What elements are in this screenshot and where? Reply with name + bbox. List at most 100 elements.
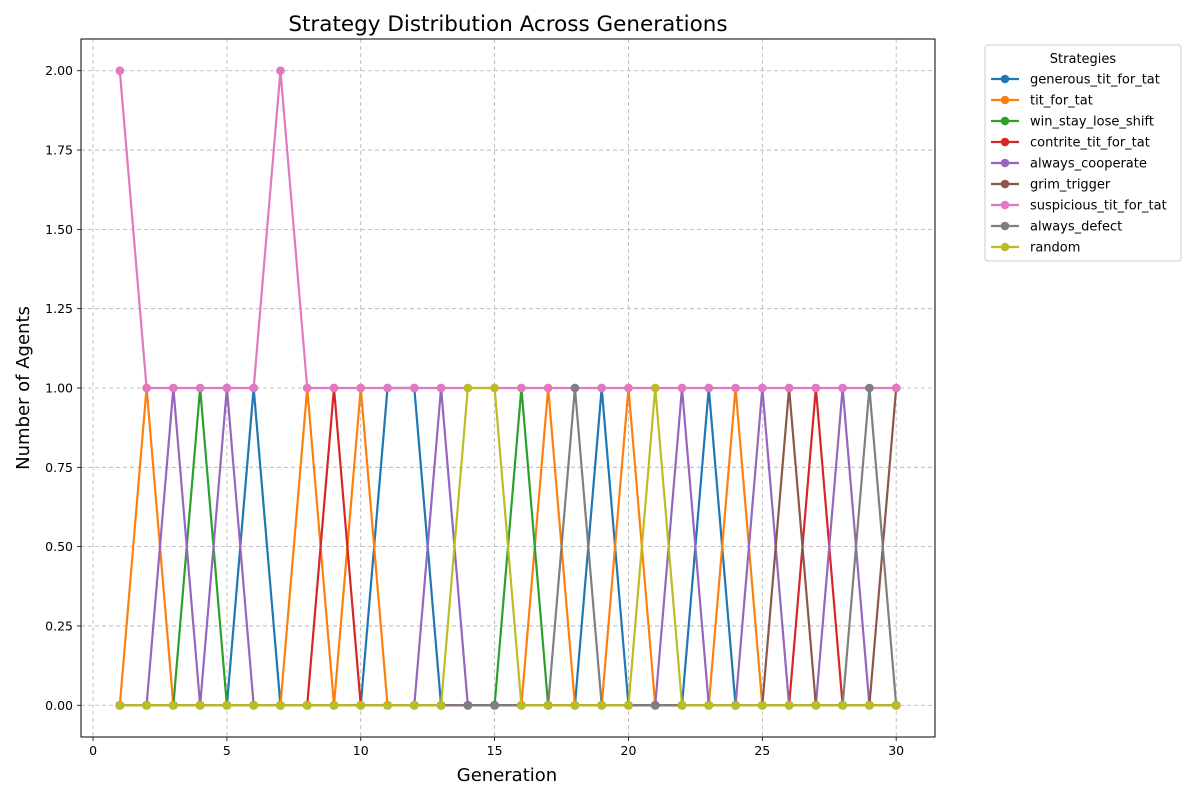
data-point <box>222 700 232 710</box>
data-point <box>570 383 580 393</box>
data-point <box>195 700 205 710</box>
data-point <box>597 700 606 710</box>
legend-swatch-marker <box>1000 179 1010 189</box>
legend-item: always_cooperate <box>991 157 1147 172</box>
data-point <box>169 383 178 393</box>
legend-swatch-marker <box>1000 200 1010 210</box>
data-point <box>758 700 767 710</box>
data-point <box>891 700 901 710</box>
legend-label: always_cooperate <box>1030 157 1147 172</box>
legend-swatch-marker <box>1000 116 1010 126</box>
x-tick-label: 10 <box>353 743 369 758</box>
data-point <box>383 383 392 393</box>
y-tick-label: 2.00 <box>45 63 73 78</box>
data-point <box>329 383 339 393</box>
legend-label: tit_for_tat <box>1030 94 1093 109</box>
legend-swatch-marker <box>1000 242 1010 252</box>
data-point <box>249 383 258 393</box>
axis-ticks: 0 5 10 15 20 25 30 0.00 0.25 0.50 0.75 1.00 1.25 1.50… <box>45 63 904 758</box>
data-point <box>704 383 714 393</box>
legend-swatch-marker <box>1000 74 1010 84</box>
legend-label: random <box>1030 241 1080 256</box>
legend: Strategies generous_tit_for_tat tit_for_t… <box>984 44 1182 262</box>
data-point <box>195 383 205 393</box>
legend-label: grim_trigger <box>1030 178 1111 193</box>
x-tick-label: 5 <box>223 743 231 758</box>
legend-item: random <box>991 241 1080 256</box>
data-point <box>329 700 339 710</box>
data-point <box>517 700 526 710</box>
x-tick-label: 20 <box>621 743 637 758</box>
data-point <box>276 66 285 76</box>
data-point <box>838 383 847 393</box>
data-point <box>356 383 366 393</box>
legend-label: contrite_tit_for_tat <box>1030 136 1150 151</box>
data-point <box>838 700 847 710</box>
data-point <box>169 700 178 710</box>
data-point <box>463 383 473 393</box>
legend-item: suspicious_tit_for_tat <box>991 199 1167 214</box>
data-point <box>356 700 366 710</box>
x-tick-label: 0 <box>89 743 97 758</box>
data-point <box>784 700 794 710</box>
data-point <box>115 700 125 710</box>
y-tick-label: 1.00 <box>45 381 73 396</box>
data-point <box>731 383 740 393</box>
y-tick-label: 1.75 <box>45 143 73 158</box>
legend-item: generous_tit_for_tat <box>991 73 1160 88</box>
data-point <box>115 66 125 76</box>
legend-label: suspicious_tit_for_tat <box>1030 199 1167 214</box>
data-point <box>517 383 526 393</box>
data-point <box>276 700 285 710</box>
data-point <box>570 700 580 710</box>
legend-swatch-marker <box>1000 137 1010 147</box>
data-point <box>463 700 473 710</box>
data-point <box>302 383 312 393</box>
x-tick-label: 30 <box>888 743 904 758</box>
legend-swatch-marker <box>1000 158 1010 168</box>
legend-label: win_stay_lose_shift <box>1030 115 1154 130</box>
y-tick-label: 0.00 <box>45 698 73 713</box>
data-point <box>543 383 553 393</box>
data-point <box>543 700 553 710</box>
legend-item: grim_trigger <box>991 178 1111 193</box>
data-point <box>490 700 499 710</box>
y-tick-label: 1.50 <box>45 222 73 237</box>
data-point <box>650 383 660 393</box>
y-tick-label: 0.25 <box>45 618 73 633</box>
data-point <box>410 700 419 710</box>
data-point <box>249 700 258 710</box>
y-tick-label: 0.75 <box>45 460 73 475</box>
series-layer <box>115 66 901 710</box>
data-point <box>597 383 606 393</box>
data-point <box>891 383 901 393</box>
y-tick-label: 0.50 <box>45 539 73 554</box>
data-point <box>490 383 499 393</box>
legend-swatch-marker <box>1000 95 1010 105</box>
data-point <box>704 700 714 710</box>
data-point <box>677 700 687 710</box>
data-point <box>222 383 232 393</box>
data-point <box>811 383 821 393</box>
data-point <box>142 383 151 393</box>
series-line <box>118 69 897 390</box>
data-point <box>410 383 419 393</box>
data-point <box>624 700 633 710</box>
data-point <box>383 700 392 710</box>
data-point <box>865 383 874 393</box>
y-axis-title: Number of Agents <box>13 306 34 470</box>
legend-label: always_defect <box>1030 220 1122 235</box>
legend-frame <box>984 44 1182 262</box>
chart-title: Strategy Distribution Across Generations <box>288 12 727 37</box>
legend-item: win_stay_lose_shift <box>991 115 1154 130</box>
data-point <box>436 700 446 710</box>
data-point <box>758 383 767 393</box>
data-point <box>650 700 660 710</box>
data-point <box>677 383 687 393</box>
data-point <box>731 700 740 710</box>
legend-item: contrite_tit_for_tat <box>991 136 1150 151</box>
legend-item: tit_for_tat <box>991 94 1093 109</box>
legend-items: generous_tit_for_tat tit_for_tat win_stay_… <box>991 73 1167 256</box>
series-line <box>119 386 897 707</box>
